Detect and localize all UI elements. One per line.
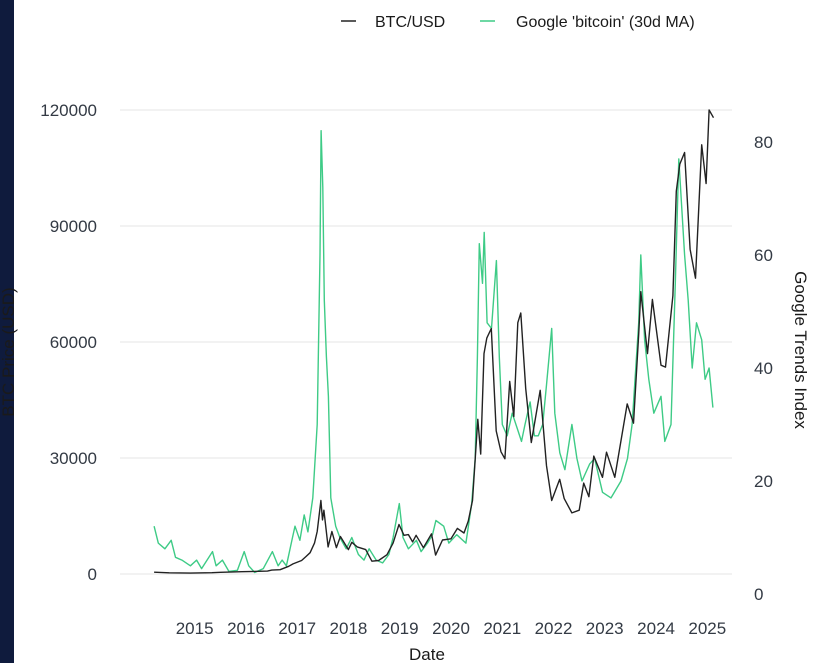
gridlines (120, 109, 732, 575)
y-axis-ticks: 0 30000 60000 90000 120000 (40, 101, 97, 584)
y-tick-label: 90000 (50, 217, 97, 236)
x-tick-label: 2025 (688, 619, 726, 638)
x-tick-label: 2023 (586, 619, 624, 638)
x-tick-label: 2015 (176, 619, 214, 638)
x-tick-label: 2021 (483, 619, 521, 638)
y-tick-label: 120000 (40, 101, 97, 120)
y2-axis-ticks: 0 20 40 60 80 (754, 133, 773, 604)
y-axis-title: BTC Price (USD) (0, 287, 18, 416)
y-tick-label: 0 (88, 565, 97, 584)
y2-tick-label: 0 (754, 585, 763, 604)
x-axis-ticks: 2015 2016 2017 2018 2019 2020 2021 2022 2023 2024… (176, 619, 727, 638)
x-tick-label: 2018 (330, 619, 368, 638)
y2-tick-label: 80 (754, 133, 773, 152)
x-axis-title: Date (409, 645, 445, 663)
x-tick-label: 2020 (432, 619, 470, 638)
x-tick-label: 2019 (381, 619, 419, 638)
y-tick-label: 60000 (50, 333, 97, 352)
x-tick-label: 2017 (278, 619, 316, 638)
y2-tick-label: 60 (754, 246, 773, 265)
btc-price-line (154, 109, 715, 574)
y2-tick-label: 20 (754, 472, 773, 491)
y2-axis-title: Google Trends Index (791, 271, 810, 429)
y2-tick-label: 40 (754, 359, 773, 378)
series-lines (153, 109, 715, 574)
x-tick-label: 2016 (227, 619, 265, 638)
legend-label-trends: Google 'bitcoin' (30d MA) (516, 14, 695, 31)
x-tick-label: 2024 (637, 619, 675, 638)
legend: BTC/USD Google 'bitcoin' (30d MA) (341, 14, 695, 31)
google-trends-line (153, 130, 714, 574)
window-edge (0, 0, 14, 663)
x-tick-label: 2022 (535, 619, 573, 638)
y-tick-label: 30000 (50, 449, 97, 468)
legend-label-btc: BTC/USD (375, 14, 445, 31)
